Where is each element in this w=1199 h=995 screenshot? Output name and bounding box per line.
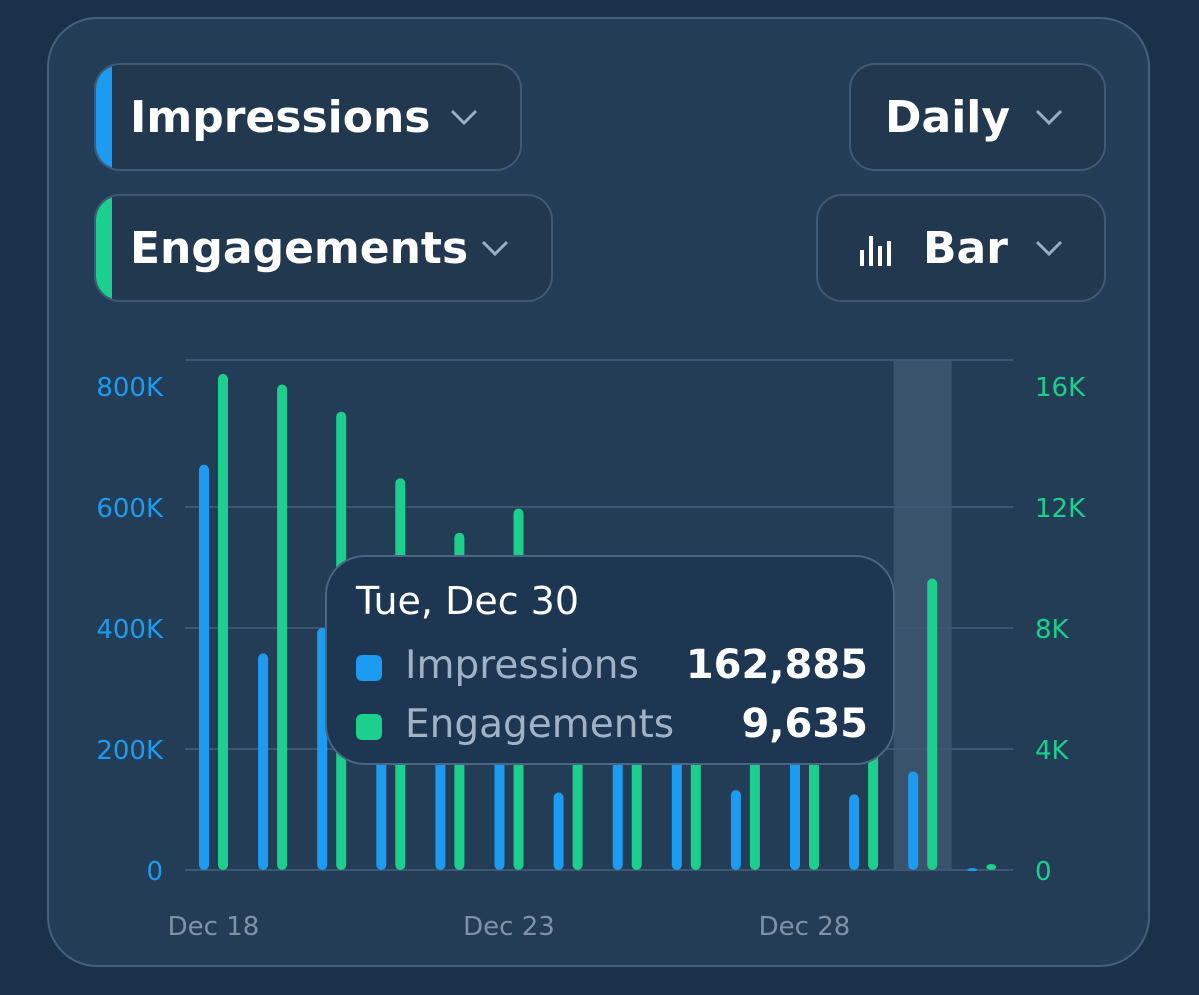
metric-selector-label: Impressions (130, 91, 431, 143)
tooltip-series-name: Impressions (405, 643, 639, 688)
impressions-bar (908, 771, 919, 870)
impressions-bar (258, 653, 269, 870)
y-right-tick-label: 16K (1035, 373, 1086, 403)
metric-selector-impressions[interactable]: Impressions (94, 63, 522, 171)
tooltip-series-value: 162,885 (685, 642, 868, 688)
tooltip-row-engagements: Engagements 9,635 (356, 699, 868, 753)
highlight-column (893, 360, 952, 870)
y-left-tick-label: 600K (96, 494, 164, 524)
analytics-card (47, 17, 1150, 967)
impressions-bar (317, 628, 328, 870)
metric-selector-label: Engagements (130, 222, 469, 274)
impressions-bar (790, 742, 800, 870)
chevron-down-icon (450, 109, 478, 126)
impressions-bar (730, 790, 741, 870)
chart-type-selector[interactable]: Bar (816, 194, 1106, 302)
impressions-legend-dot (356, 655, 382, 681)
engagements-bar (927, 578, 938, 870)
chart-tooltip: Tue, Dec 30 Impressions 162,885 Engageme… (325, 555, 895, 765)
bar-chart-icon (860, 236, 891, 266)
y-right-tick-label: 12K (1035, 494, 1086, 524)
engagements-bar (749, 745, 760, 870)
y-right-tick-label: 8K (1035, 615, 1070, 645)
engagements-bar (218, 373, 228, 870)
y-right-tick-label: 4K (1035, 736, 1070, 766)
engagements-bar (986, 863, 997, 870)
chevron-down-icon (481, 240, 509, 257)
chevron-down-icon (1035, 240, 1063, 257)
y-left-tick-label: 400K (96, 615, 164, 645)
engagements-bar (277, 384, 288, 870)
engagements-legend-dot (356, 714, 382, 740)
impressions-bar (849, 794, 860, 870)
interval-selector[interactable]: Daily (849, 63, 1106, 171)
metric-selector-engagements[interactable]: Engagements (94, 194, 553, 302)
tooltip-date: Tue, Dec 30 (356, 579, 580, 623)
y-left-tick-label: 200K (96, 736, 164, 766)
x-tick-label: Dec 18 (168, 912, 260, 942)
tooltip-series-value: 9,635 (741, 701, 868, 747)
impressions-bar (553, 792, 564, 870)
engagements-bar (868, 739, 879, 870)
chart-type-label: Bar (923, 222, 1008, 274)
impressions-bar (612, 739, 623, 870)
chevron-down-icon (1035, 109, 1063, 126)
engagements-bar (809, 739, 819, 870)
interval-selector-label: Daily (885, 91, 1011, 143)
tooltip-row-impressions: Impressions 162,885 (356, 640, 868, 694)
y-right-tick-label: 0 (1035, 857, 1052, 887)
metric-color-indicator (96, 196, 112, 300)
impressions-bar (199, 464, 209, 870)
y-left-tick-label: 0 (146, 857, 163, 887)
x-tick-label: Dec 28 (759, 912, 851, 942)
impressions-bar (967, 868, 978, 872)
tooltip-series-name: Engagements (405, 702, 675, 747)
x-tick-label: Dec 23 (463, 912, 555, 942)
y-left-tick-label: 800K (96, 373, 164, 403)
metric-color-indicator (96, 65, 112, 169)
